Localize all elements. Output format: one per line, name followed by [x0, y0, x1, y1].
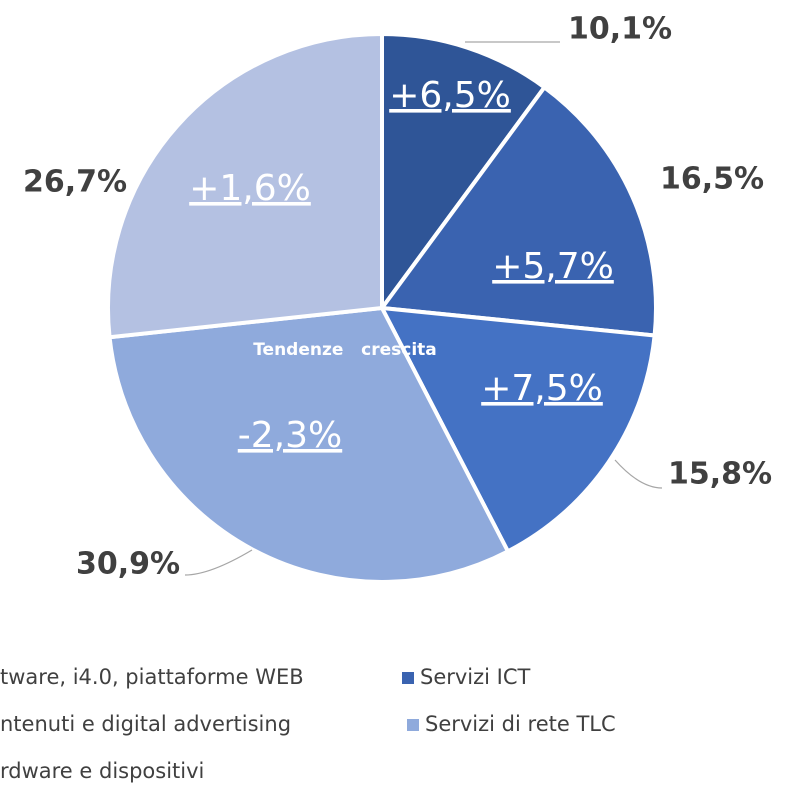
growth-label: -2,3% [238, 415, 342, 456]
legend-label: Servizi ICT [420, 665, 531, 689]
legend-label: ntenuti e digital advertising [0, 712, 291, 736]
legend-label: rdware e dispositivi [0, 759, 204, 783]
growth-label: +6,5% [389, 75, 511, 116]
data-label: 30,9% [76, 547, 180, 582]
pie-slice [107, 305, 511, 584]
leader-line [184, 549, 253, 576]
pie-slice [378, 305, 657, 555]
center-label: Tendenze crescita [253, 340, 437, 360]
growth-label: +7,5% [481, 368, 603, 409]
pie-slice [380, 31, 548, 315]
pie-slice [106, 31, 384, 340]
legend-label: Servizi di rete TLC [425, 712, 616, 736]
growth-label: +1,6% [189, 168, 311, 209]
data-label: 26,7% [23, 165, 127, 200]
data-label: 10,1% [568, 12, 672, 47]
growth-label: +5,7% [492, 246, 614, 287]
data-label: 15,8% [668, 457, 772, 492]
data-label: 16,5% [660, 162, 764, 197]
pie-slice [378, 84, 658, 338]
legend-label: tware, i4.0, piattaforme WEB [0, 665, 304, 689]
leader-line [614, 459, 663, 489]
legend-marker [407, 719, 419, 731]
legend-marker [402, 672, 414, 684]
